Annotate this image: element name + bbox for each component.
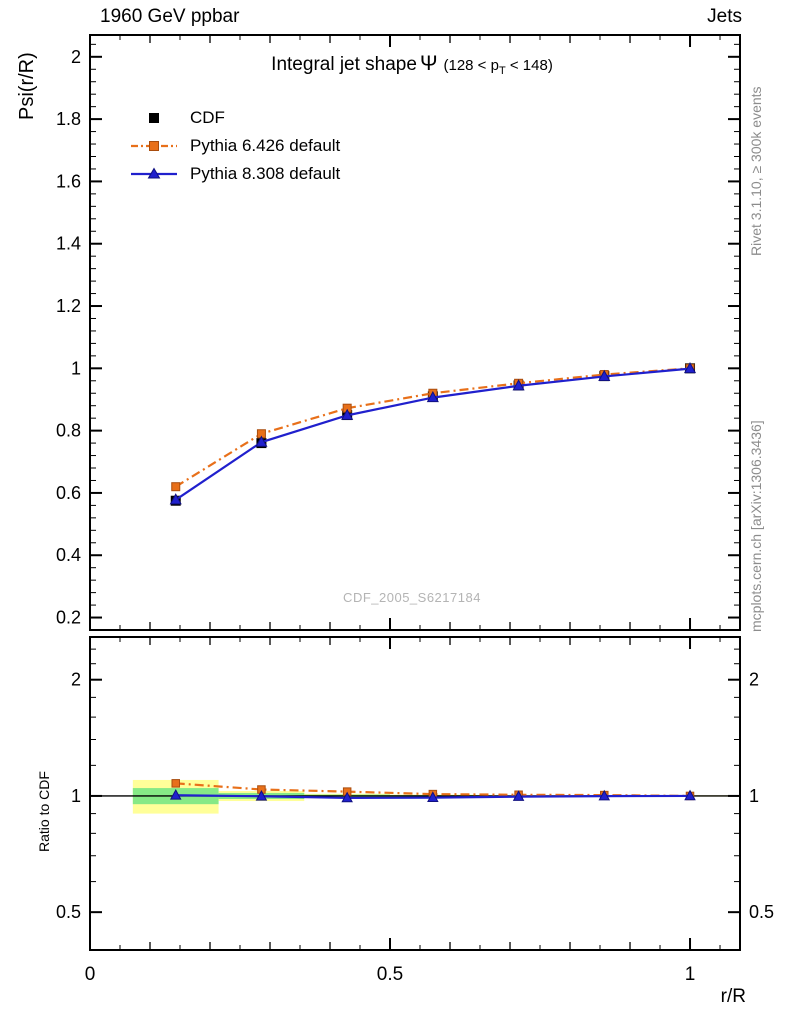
beam-energy-label: 1960 GeV ppbar xyxy=(100,6,240,27)
legend-label-pythia8: Pythia 8.308 default xyxy=(190,164,341,183)
svg-text:0.5: 0.5 xyxy=(749,902,774,922)
svg-text:0.5: 0.5 xyxy=(56,902,81,922)
y-axis-title-ratio: Ratio to CDF xyxy=(36,771,52,852)
legend-item: CDF xyxy=(130,104,340,132)
pythia6-marker-swatch xyxy=(131,141,177,151)
svg-text:0.8: 0.8 xyxy=(56,421,81,441)
legend: CDF Pythia 6.426 default Pythia 8.308 de… xyxy=(130,104,340,188)
legend-label-pythia6: Pythia 6.426 default xyxy=(190,136,341,155)
analysis-id-watermark: CDF_2005_S6217184 xyxy=(343,590,481,605)
svg-text:0.6: 0.6 xyxy=(56,483,81,503)
legend-item: Pythia 8.308 default xyxy=(130,160,340,188)
cdf-marker-swatch xyxy=(149,113,159,123)
svg-text:1.6: 1.6 xyxy=(56,171,81,191)
y-axis-title-main: Psi(r/R) xyxy=(16,52,38,120)
svg-text:2: 2 xyxy=(71,47,81,67)
svg-text:0.4: 0.4 xyxy=(56,545,81,565)
svg-text:1.4: 1.4 xyxy=(56,234,81,254)
x-axis-title: r/R xyxy=(720,986,746,1007)
svg-text:2: 2 xyxy=(71,670,81,690)
pt-cut-label: (128 < pT < 148) xyxy=(443,57,553,77)
legend-label-cdf: CDF xyxy=(190,108,225,127)
svg-text:0.2: 0.2 xyxy=(56,608,81,628)
pythia8-marker-swatch xyxy=(131,167,177,179)
svg-text:1: 1 xyxy=(71,358,81,378)
legend-item: Pythia 6.426 default xyxy=(130,132,340,160)
svg-text:0.5: 0.5 xyxy=(377,964,403,985)
svg-text:1.8: 1.8 xyxy=(56,109,81,129)
svg-text:0: 0 xyxy=(85,964,96,985)
svg-text:1.2: 1.2 xyxy=(56,296,81,316)
analysis-group-label: Jets xyxy=(707,6,742,27)
svg-text:1: 1 xyxy=(685,964,696,985)
plot-title: Integral jet shape Ψ (128 < pT < 148) xyxy=(271,52,553,77)
svg-text:1: 1 xyxy=(749,786,759,806)
mcplots-attribution-label: mcplots.cern.ch [arXiv:1306.3436] xyxy=(748,420,764,632)
rivet-version-label: Rivet 3.1.10, ≥ 300k events xyxy=(748,86,764,256)
svg-text:1: 1 xyxy=(71,786,81,806)
svg-text:2: 2 xyxy=(749,670,759,690)
psi-symbol: Ψ xyxy=(419,52,438,75)
title-text: Integral jet shape xyxy=(271,54,417,75)
